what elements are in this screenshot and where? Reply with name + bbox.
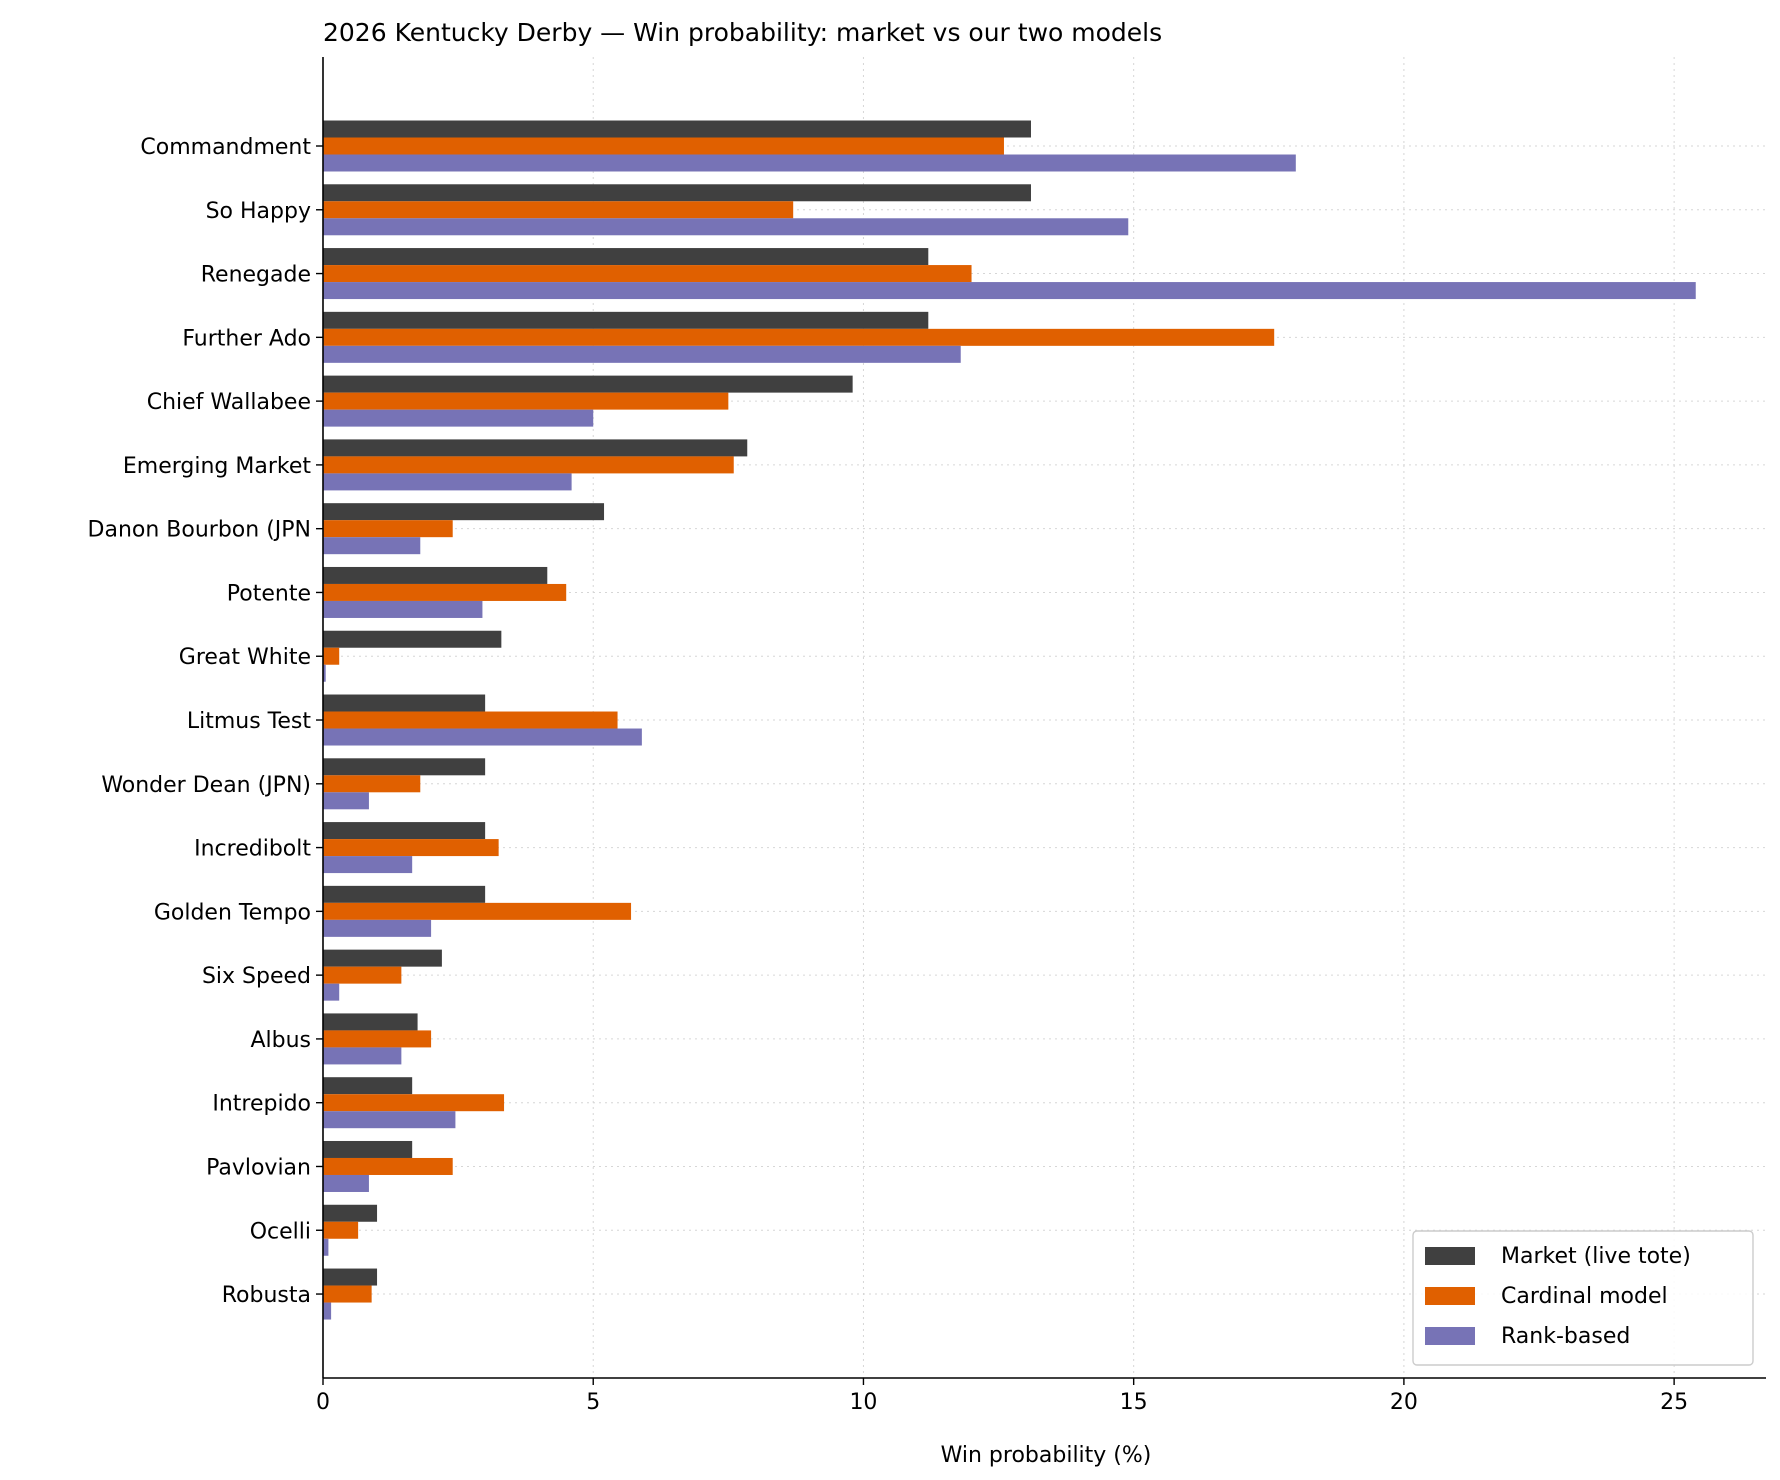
bar-cardinal	[323, 1157, 453, 1175]
bar-cardinal	[323, 647, 340, 665]
bar-market	[323, 1204, 378, 1222]
legend-label: Market (live tote)	[1501, 1244, 1691, 1269]
y-tick-label: Chief Wallabee	[147, 390, 311, 415]
bar-market	[323, 439, 748, 457]
x-tick-label: 20	[1390, 1390, 1418, 1415]
legend-box	[1412, 1230, 1754, 1366]
bar-rank	[323, 856, 413, 874]
bar-market	[323, 311, 929, 329]
y-tick-label: Intrepido	[212, 1092, 311, 1117]
bars	[323, 120, 1696, 1320]
bar-cardinal	[323, 775, 421, 793]
bar-cardinal	[323, 456, 734, 474]
bar-cardinal	[323, 966, 402, 984]
bar-cardinal	[323, 392, 729, 410]
x-tick-label: 5	[586, 1390, 600, 1415]
bar-cardinal	[323, 1094, 505, 1112]
y-tick-label: Renegade	[201, 263, 311, 288]
bar-rank	[323, 1302, 332, 1320]
y-tick-label: Litmus Test	[187, 709, 312, 734]
y-tick-label: Further Ado	[182, 326, 311, 351]
bar-market	[323, 566, 548, 584]
x-axis-label: Win probability (%)	[941, 1443, 1152, 1468]
legend-label: Rank-based	[1501, 1324, 1630, 1349]
bar-rank	[323, 537, 421, 555]
bar-market	[323, 120, 1031, 138]
bar-cardinal	[323, 201, 794, 219]
bar-market	[323, 758, 486, 776]
legend-swatch	[1425, 1287, 1475, 1305]
bar-rank	[323, 409, 594, 427]
bar-market	[323, 949, 442, 967]
legend: Market (live tote) Cardinal model Rank-bas…	[1412, 1230, 1754, 1366]
bar-cardinal	[323, 1221, 359, 1239]
bar-rank	[323, 1047, 402, 1065]
bar-market	[323, 1268, 378, 1286]
bar-cardinal	[323, 711, 618, 729]
bar-rank	[323, 664, 326, 682]
bar-cardinal	[323, 583, 567, 601]
bar-market	[323, 1077, 413, 1095]
bar-rank	[323, 154, 1296, 172]
bar-cardinal	[323, 137, 1004, 155]
bar-market	[323, 1140, 413, 1158]
x-tick-label: 0	[316, 1390, 330, 1415]
bar-rank	[323, 983, 340, 1001]
legend-swatch	[1425, 1327, 1475, 1345]
bar-rank	[323, 218, 1129, 236]
bar-market	[323, 1013, 418, 1031]
bar-market	[323, 885, 486, 903]
bar-cardinal	[323, 1030, 432, 1048]
chart-title: 2026 Kentucky Derby — Win probability: m…	[323, 18, 1162, 47]
bar-rank	[323, 919, 432, 937]
bar-market	[323, 630, 502, 648]
bar-rank	[323, 728, 642, 746]
bar-market	[323, 184, 1031, 202]
axes: 0 5 10 15 20 25 Commandment So Happy Renegade Fur…	[88, 57, 1766, 1415]
bar-cardinal	[323, 1285, 372, 1303]
bar-rank	[323, 473, 572, 491]
bar-market	[323, 694, 486, 712]
y-tick-label: Six Speed	[202, 964, 311, 989]
bar-rank	[323, 600, 483, 618]
y-tick-label: Pavlovian	[206, 1155, 311, 1180]
y-tick-label: Potente	[227, 581, 311, 606]
y-tick-label: Emerging Market	[123, 454, 312, 479]
y-tick-label: Ocelli	[250, 1219, 311, 1244]
y-tick-label: Wonder Dean (JPN)	[101, 773, 311, 798]
x-tick-label: 15	[1120, 1390, 1148, 1415]
x-tick-label: 25	[1660, 1390, 1688, 1415]
y-tick-label: Golden Tempo	[154, 900, 311, 925]
y-tick-label: Commandment	[140, 135, 311, 160]
bar-cardinal	[323, 839, 499, 857]
legend-swatch	[1425, 1247, 1475, 1265]
y-tick-label: Danon Bourbon (JPN	[88, 518, 311, 543]
bar-market	[323, 248, 929, 266]
bar-cardinal	[323, 265, 972, 283]
bar-rank	[323, 792, 369, 810]
y-tick-label: Incredibolt	[194, 837, 311, 862]
bar-rank	[323, 282, 1696, 300]
y-tick-label: Robusta	[222, 1283, 311, 1308]
bar-market	[323, 822, 486, 840]
bar-rank	[323, 1111, 456, 1129]
y-tick-label: So Happy	[206, 199, 311, 224]
bar-cardinal	[323, 902, 632, 920]
bar-cardinal	[323, 328, 1275, 346]
bar-cardinal	[323, 520, 453, 538]
bar-rank	[323, 1174, 369, 1192]
bar-rank	[323, 1238, 329, 1256]
y-tick-label: Albus	[250, 1028, 311, 1053]
bar-market	[323, 375, 853, 393]
y-tick-label: Great White	[179, 645, 311, 670]
x-tick-label: 10	[849, 1390, 877, 1415]
bar-market	[323, 503, 605, 521]
legend-label: Cardinal model	[1501, 1284, 1668, 1309]
bar-rank	[323, 345, 961, 363]
